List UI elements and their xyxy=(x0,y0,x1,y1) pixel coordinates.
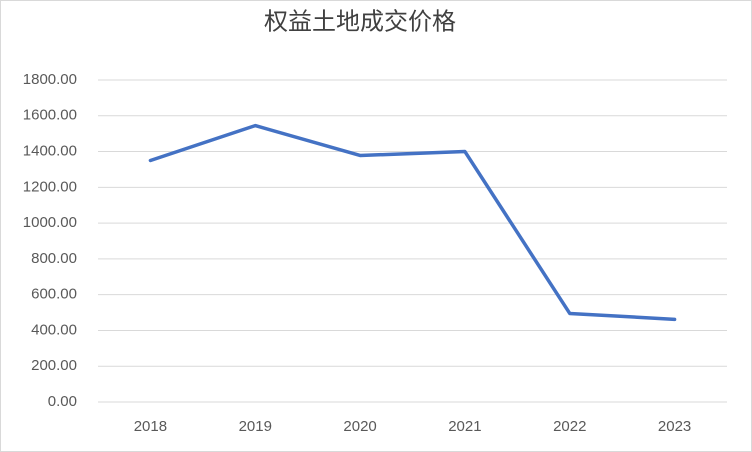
y-tick-label: 1400.00 xyxy=(23,143,77,160)
y-tick-label: 1800.00 xyxy=(23,71,77,88)
y-tick-label: 400.00 xyxy=(31,321,77,338)
y-tick-label: 800.00 xyxy=(31,250,77,267)
y-tick-label: 600.00 xyxy=(31,286,77,303)
x-tick-label: 2018 xyxy=(134,418,167,435)
y-tick-label: 0.00 xyxy=(48,393,77,410)
x-tick-label: 2021 xyxy=(448,418,481,435)
y-tick-label: 1200.00 xyxy=(23,178,77,195)
x-tick-label: 2023 xyxy=(658,418,691,435)
y-tick-label: 1600.00 xyxy=(23,107,77,124)
chart-title: 权益土地成交价格 xyxy=(264,8,456,35)
x-tick-label: 2019 xyxy=(239,418,272,435)
x-tick-label: 2022 xyxy=(553,418,586,435)
data-line xyxy=(148,123,677,322)
x-tick-label: 2020 xyxy=(343,418,376,435)
y-tick-label: 1000.00 xyxy=(23,214,77,231)
y-tick-label: 200.00 xyxy=(31,357,77,374)
